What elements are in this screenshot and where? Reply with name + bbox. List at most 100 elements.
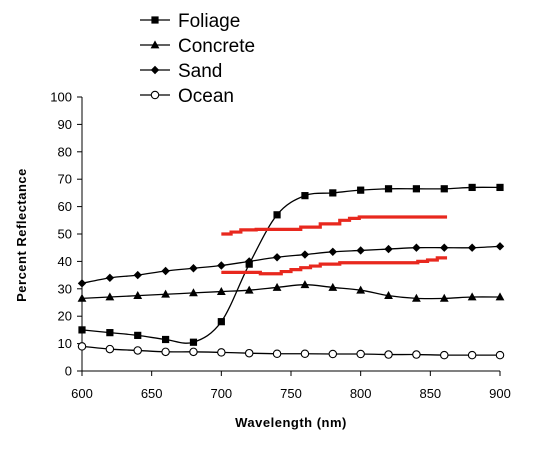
y-tick-label-7: 70 xyxy=(58,172,72,187)
y-tick-label-4: 40 xyxy=(58,254,72,269)
y-axis-label: Percent Reflectance xyxy=(14,168,29,302)
y-tick-label-2: 20 xyxy=(58,309,72,324)
point-foliage-9 xyxy=(329,189,337,197)
point-ocean-5 xyxy=(217,348,226,357)
y-tick-label-0: 0 xyxy=(65,364,72,379)
point-sand-7 xyxy=(272,253,282,262)
point-ocean-9 xyxy=(328,349,338,359)
legend-item-sand: Sand xyxy=(140,61,222,82)
point-sand-10 xyxy=(356,246,365,255)
point-ocean-12 xyxy=(412,350,421,359)
point-concrete-5 xyxy=(216,286,226,295)
legend-label-concrete: Concrete xyxy=(178,36,255,57)
point-sand-13 xyxy=(440,243,449,252)
point-ocean-14 xyxy=(467,350,477,360)
legend-label-foliage: Foliage xyxy=(178,11,240,32)
red-overlay-1 xyxy=(221,215,448,236)
y-tick-label-5: 50 xyxy=(58,227,72,242)
point-sand-11 xyxy=(384,244,393,254)
series-line-concrete xyxy=(81,284,501,300)
point-ocean-4 xyxy=(189,347,198,357)
point-ocean-15 xyxy=(495,350,505,360)
point-sand-4 xyxy=(189,264,198,273)
legend-label-sand: Sand xyxy=(178,61,222,82)
point-sand-6 xyxy=(245,257,254,266)
point-concrete-8 xyxy=(300,280,310,289)
point-sand-12 xyxy=(412,243,421,252)
legend-marker-sand xyxy=(150,65,160,75)
x-tick-label-3: 750 xyxy=(280,386,302,401)
point-foliage-14 xyxy=(468,183,476,192)
y-tick-label-9: 90 xyxy=(58,117,72,132)
y-tick-label-6: 60 xyxy=(58,199,72,214)
point-foliage-0 xyxy=(78,326,86,334)
point-foliage-12 xyxy=(412,185,420,193)
point-concrete-0 xyxy=(77,293,87,302)
point-concrete-13 xyxy=(439,293,449,302)
point-concrete-6 xyxy=(244,285,254,294)
point-concrete-1 xyxy=(105,292,115,301)
point-concrete-11 xyxy=(384,291,393,300)
point-foliage-8 xyxy=(301,192,309,200)
x-tick-label-4: 800 xyxy=(350,386,372,401)
point-foliage-10 xyxy=(357,186,365,194)
x-tick-label-0: 600 xyxy=(71,386,93,401)
point-concrete-4 xyxy=(189,288,198,297)
point-sand-2 xyxy=(133,270,142,280)
x-tick-label-1: 650 xyxy=(141,386,163,401)
point-concrete-14 xyxy=(467,292,477,301)
point-concrete-3 xyxy=(161,289,170,298)
legend-item-foliage: Foliage xyxy=(140,11,240,32)
point-foliage-1 xyxy=(106,329,114,337)
point-sand-0 xyxy=(77,279,87,288)
point-foliage-2 xyxy=(134,331,142,339)
point-ocean-1 xyxy=(105,344,115,354)
point-ocean-11 xyxy=(384,350,393,359)
legend-marker-ocean xyxy=(150,90,160,100)
x-tick-label-5: 850 xyxy=(419,386,441,401)
point-ocean-6 xyxy=(244,348,254,358)
legend: Foliage Concrete Sand Ocean xyxy=(140,11,255,107)
legend-marker-concrete xyxy=(150,40,160,49)
point-foliage-5 xyxy=(217,318,225,326)
point-ocean-8 xyxy=(300,349,310,358)
point-concrete-9 xyxy=(328,282,338,291)
point-foliage-13 xyxy=(440,185,448,193)
point-sand-3 xyxy=(161,266,170,276)
legend-label-ocean: Ocean xyxy=(178,86,234,107)
point-ocean-7 xyxy=(272,349,282,358)
point-sand-1 xyxy=(105,273,115,283)
series-line-foliage xyxy=(81,186,501,344)
point-ocean-10 xyxy=(356,349,365,359)
series-line-sand xyxy=(81,245,501,284)
point-concrete-7 xyxy=(272,282,282,291)
red-overlay-2 xyxy=(221,256,448,276)
point-concrete-10 xyxy=(356,285,366,294)
series-line-ocean xyxy=(81,345,500,356)
point-sand-8 xyxy=(300,250,310,259)
point-sand-9 xyxy=(328,247,337,257)
point-foliage-7 xyxy=(273,211,281,219)
legend-item-ocean: Ocean xyxy=(140,86,234,107)
point-sand-15 xyxy=(495,242,505,251)
x-axis-label: Wavelength (nm) xyxy=(235,415,347,430)
point-ocean-3 xyxy=(161,347,170,357)
point-foliage-15 xyxy=(496,183,504,192)
axes: 0 10 20 30 40 50 60 70 80 90 100 600 650 700 750 800 850… xyxy=(50,90,511,402)
point-concrete-2 xyxy=(133,291,143,300)
legend-item-concrete: Concrete xyxy=(140,36,255,57)
point-foliage-4 xyxy=(189,338,198,346)
point-sand-14 xyxy=(467,243,477,252)
point-concrete-12 xyxy=(412,293,421,302)
plot-area xyxy=(77,183,505,360)
point-foliage-11 xyxy=(384,185,393,193)
x-tick-label-6: 900 xyxy=(489,386,511,401)
point-ocean-0 xyxy=(77,342,87,351)
point-concrete-15 xyxy=(495,292,505,301)
y-tick-label-3: 30 xyxy=(58,281,72,296)
point-sand-5 xyxy=(217,261,226,270)
y-tick-label-8: 80 xyxy=(58,144,72,159)
legend-marker-foliage xyxy=(151,16,159,24)
y-tick-label-1: 10 xyxy=(58,336,72,351)
